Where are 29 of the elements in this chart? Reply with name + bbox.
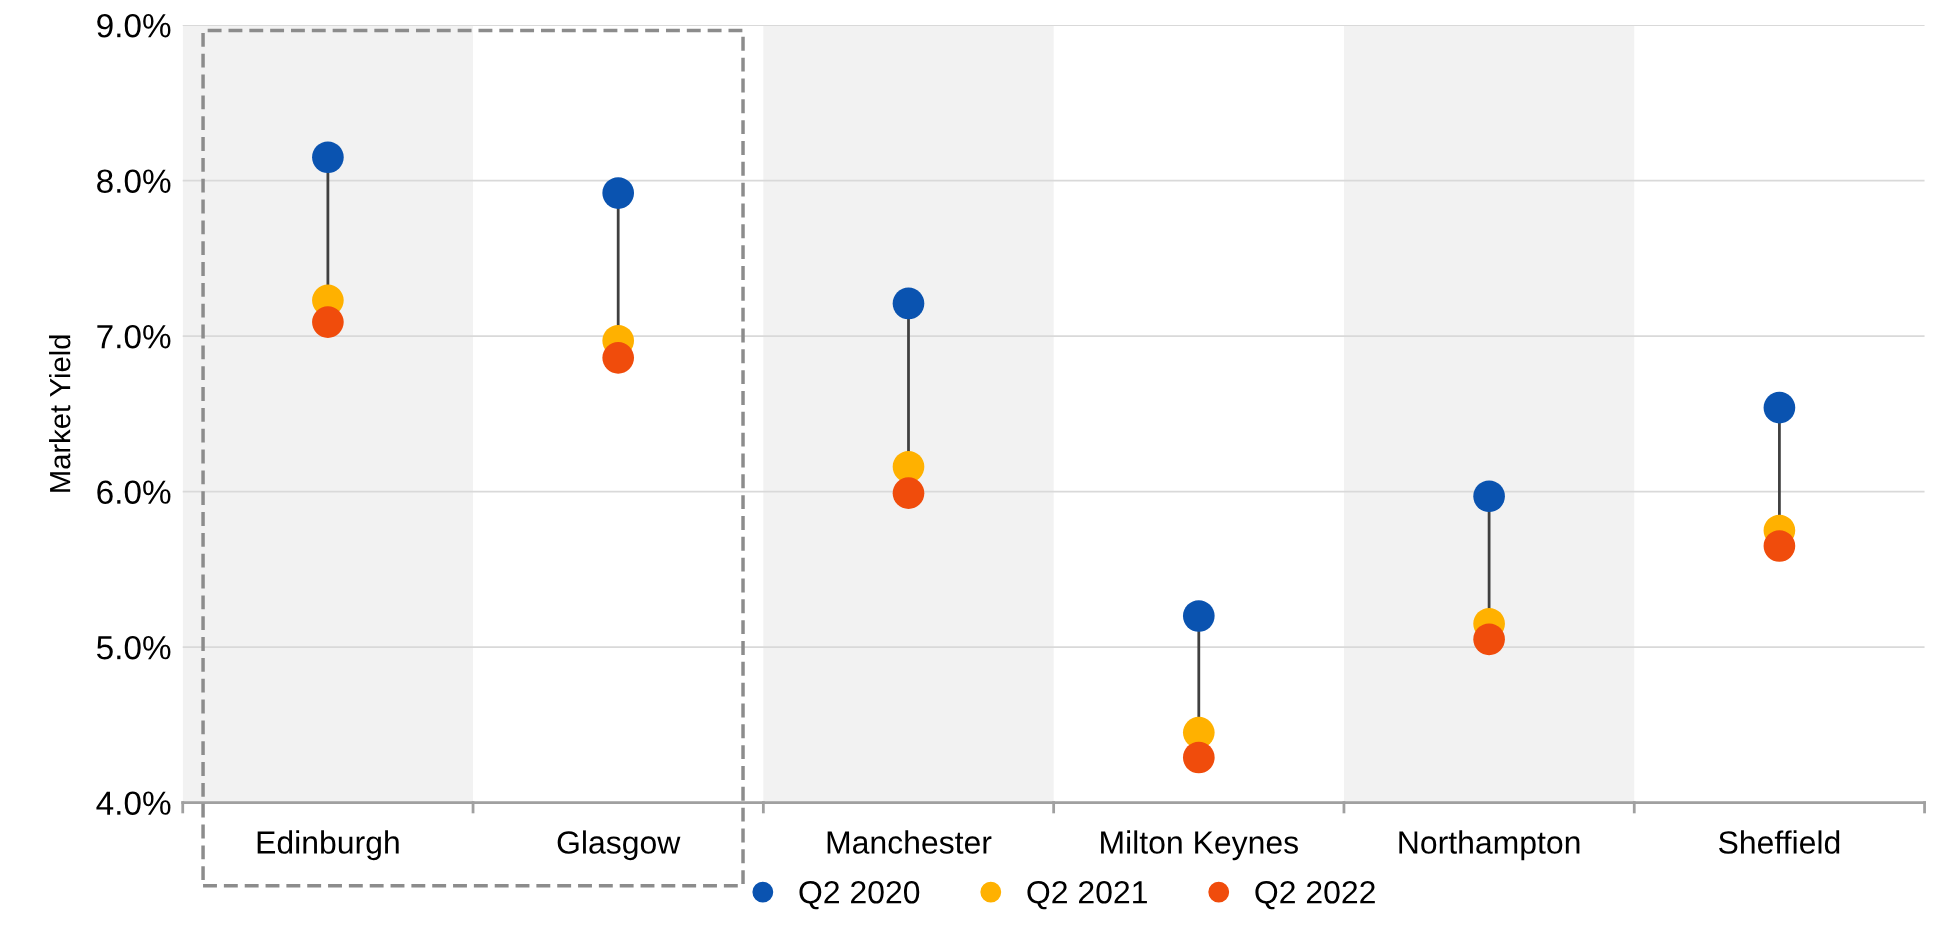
point [1473, 623, 1505, 656]
point [1473, 480, 1505, 513]
legend-label: Q2 2022 [1255, 880, 1375, 910]
point [1763, 530, 1796, 562]
point [1182, 741, 1215, 774]
y-tick-label: 6.0% [97, 480, 171, 504]
point [602, 342, 635, 374]
point [602, 177, 635, 209]
y-tick-label: 7.0% [97, 324, 171, 349]
x-tick-label: Northampton [1399, 830, 1580, 861]
legend-label: Q2 2020 [799, 880, 920, 910]
y-axis-title: Market Yield [49, 335, 71, 492]
point [312, 306, 344, 338]
y-tick-label: 9.0% [97, 13, 171, 38]
point [892, 450, 925, 483]
y-tick-label: 5.0% [96, 635, 171, 660]
y-tick-label: 4.0% [96, 791, 171, 815]
point [892, 287, 925, 320]
y-tick-label: 8.0% [97, 169, 171, 194]
point [1763, 391, 1796, 424]
x-tick-label: Glasgow [557, 830, 681, 861]
x-tick-label: Edinburgh [257, 830, 399, 861]
point [312, 141, 344, 174]
point [1182, 600, 1215, 632]
x-tick-label: Milton Keynes [1101, 830, 1298, 861]
point [892, 477, 925, 509]
legend-label: Q2 2021 [1027, 880, 1147, 910]
x-tick-label: Sheffield [1718, 830, 1840, 854]
x-tick-label: Manchester [827, 830, 992, 854]
